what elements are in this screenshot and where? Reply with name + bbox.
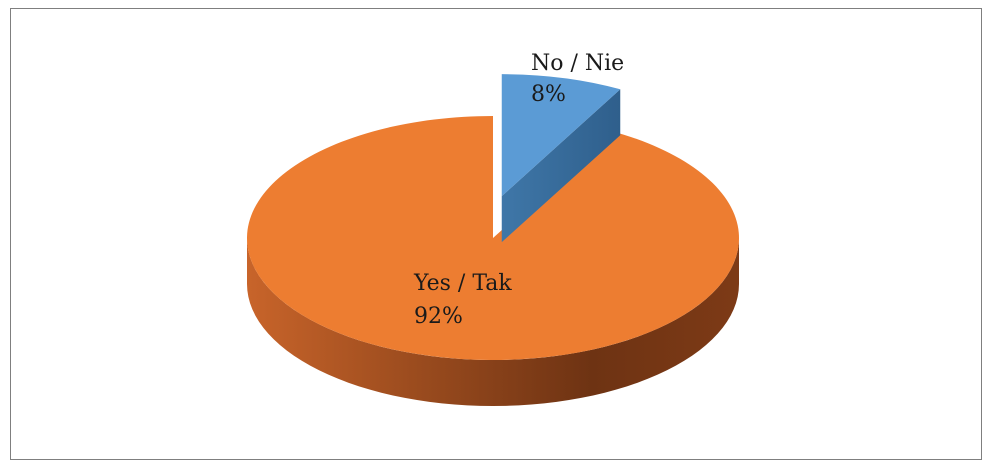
slice-no-top <box>501 74 621 197</box>
slice-yes-label: Yes / Tak <box>413 271 512 296</box>
slice-no-side <box>501 89 621 243</box>
slice-yes-top <box>246 115 739 360</box>
slice-no-percent: 8% <box>531 82 566 107</box>
slice-yes-percent: 92% <box>414 304 463 329</box>
slice-no-label: No / Nie <box>531 51 624 76</box>
slice-no <box>501 74 621 243</box>
slice-yes <box>246 115 739 406</box>
slice-yes-side <box>247 238 739 406</box>
